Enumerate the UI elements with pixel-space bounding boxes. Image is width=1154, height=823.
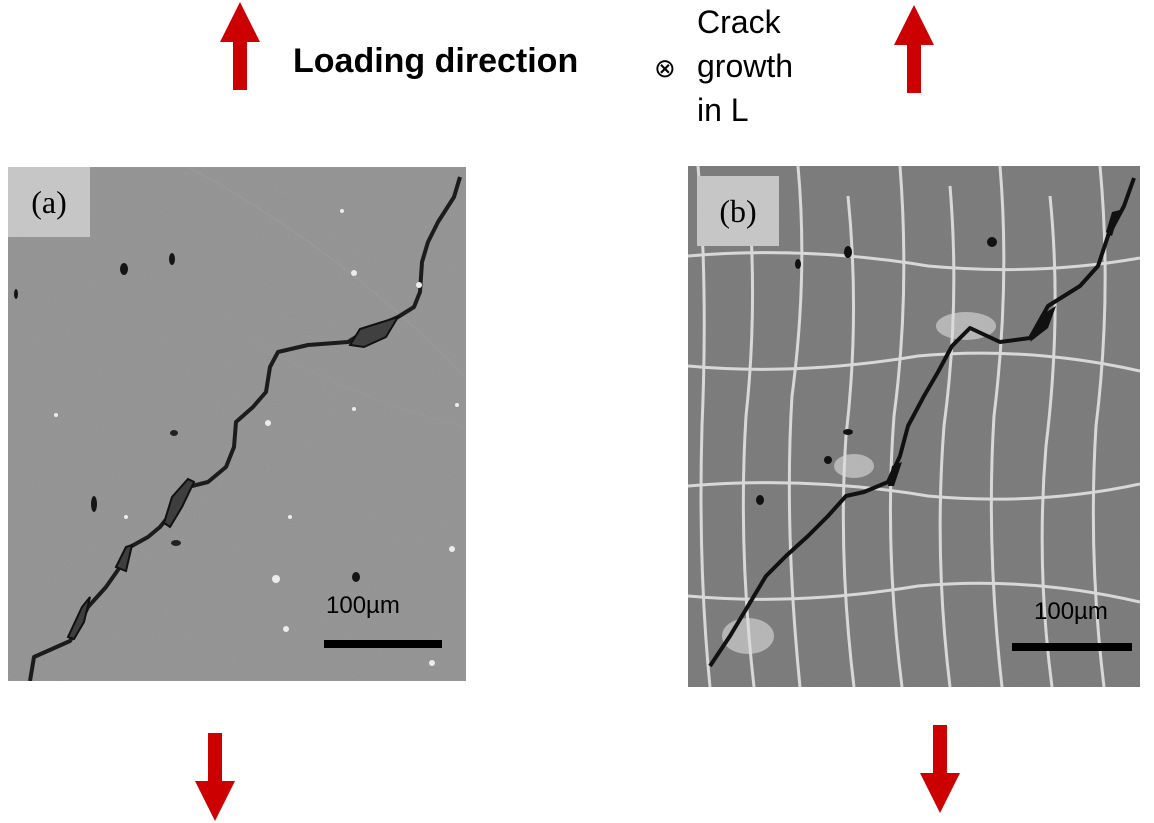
up-arrow-icon: [220, 2, 260, 92]
micrograph-b: (b) 100µm: [688, 166, 1140, 687]
crack-growth-label: Crack growth in L: [697, 0, 793, 132]
down-arrow-icon: [195, 733, 235, 823]
scalebar: [1012, 643, 1132, 651]
panel-label-a: (a): [8, 167, 90, 237]
crack-label-line-3: in L: [697, 92, 749, 128]
scalebar-label: 100µm: [326, 592, 400, 619]
scalebar-label: 100µm: [1034, 598, 1108, 625]
scalebar: [324, 640, 442, 648]
micrograph-b-image: [688, 166, 1140, 687]
crack-label-line-1: Crack: [697, 4, 781, 40]
into-page-symbol-icon: ⊗: [654, 54, 676, 84]
down-arrow-icon: [920, 725, 960, 815]
loading-direction-label: Loading direction: [293, 42, 579, 80]
panel-label-b: (b): [697, 176, 779, 246]
micrograph-a-image: [8, 167, 466, 681]
micrograph-a: (a) 100µm: [8, 167, 466, 681]
crack-label-line-2: growth: [697, 48, 794, 84]
up-arrow-icon: [894, 5, 934, 95]
